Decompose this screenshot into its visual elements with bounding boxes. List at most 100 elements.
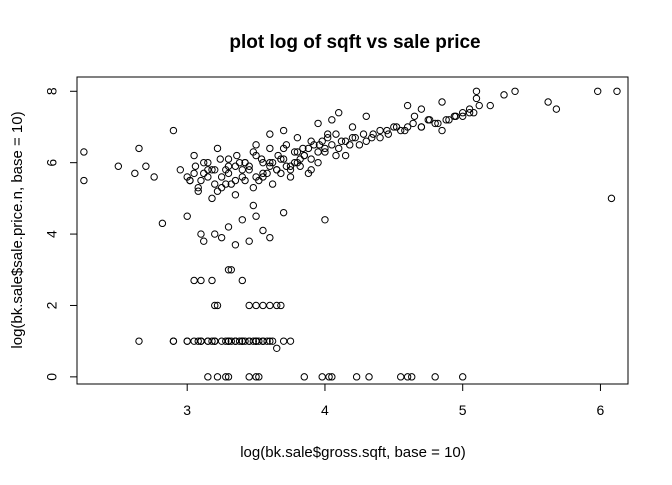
scatter-point [238,216,247,224]
scatter-point [263,337,271,345]
scatter-point [321,148,329,156]
scatter-point [191,162,200,170]
scatter-point [135,337,143,345]
x-tick-label: 4 [321,402,329,418]
scatter-point [351,133,359,142]
scatter-point [204,173,212,181]
scatter-point [252,173,260,181]
scatter-point [259,169,267,178]
scatter-point [252,212,260,220]
scatter-point [252,301,260,310]
scatter-point [158,219,167,228]
scatter-point [277,301,285,310]
scatter-point [293,158,302,167]
scatter-point [459,109,467,117]
scatter-point [227,337,235,345]
scatter-point [425,116,434,124]
scatter-point [274,151,282,160]
scatter-point [431,119,439,128]
scatter-point [607,194,616,203]
scatter-point [279,155,288,163]
scatter-point [459,112,467,120]
scatter-point [434,119,442,128]
scatter-point [486,101,494,110]
scatter-point [216,155,224,163]
scatter-point [282,141,291,149]
scatter-point [231,162,240,170]
scatter-point [511,87,519,95]
scatter-point [204,373,212,381]
scatter-point [307,137,315,145]
scatter-point [231,191,240,199]
scatter-point [249,337,258,345]
scatter-point [328,116,336,124]
scatter-point [194,337,202,345]
scatter-point [266,301,274,310]
scatter-point [321,216,329,224]
y-tick-label: 2 [44,301,60,309]
scatter-point [245,237,253,245]
scatter-point [197,230,205,238]
scatter-point [397,373,405,381]
scatter-point [409,119,417,128]
scatter-point [417,123,426,131]
scatter-point [213,144,222,153]
scatter-point [255,337,263,345]
scatter-point [176,166,185,174]
scatter-point [259,301,267,310]
scatter-point [197,276,205,285]
scatter-point [552,105,561,113]
scatter-point [241,176,249,185]
scatter-point [200,237,208,245]
scatter-point [222,337,230,345]
scatter-point [304,144,313,153]
scatter-point [459,373,467,381]
scatter-point [299,144,307,153]
scatter-point [472,94,481,103]
scatter-point [431,373,439,381]
scatter-point [314,148,322,156]
scatter-point [384,130,393,138]
scatter-point [169,126,178,135]
scatter-point [213,187,222,195]
scatter-point [213,301,222,310]
scatter-point [238,166,247,174]
scatter-point [231,176,240,185]
scatter-point [224,223,233,231]
scatter-point [403,101,412,110]
scatter-point [249,183,258,192]
scatter-point [200,169,208,178]
scatter-point [142,162,150,170]
scatter-point [321,144,329,153]
plot-frame [76,76,629,385]
scatter-point [304,169,313,178]
scatter-point [376,133,384,142]
scatter-point [376,126,384,135]
x-axis-label: log(bk.sale$gross.sqft, base = 10) [240,444,466,461]
scatter-point [150,173,158,181]
scatter-point [190,169,198,178]
scatter-point [268,158,277,167]
scatter-point [273,301,281,310]
scatter-point [332,151,340,160]
scatter-point [368,133,376,142]
scatter-point [135,144,143,153]
scatter-point [255,373,263,381]
scatter-point [286,173,295,181]
scatter-point [200,158,208,167]
scatter-point [266,130,274,138]
scatter-point [238,276,247,285]
scatter-point [252,373,260,381]
scatter-point [500,91,508,99]
scatter-point [365,373,373,381]
scatter-point [315,141,324,149]
scatter-point [438,126,446,135]
scatter-point [369,130,377,138]
scatter-point [290,148,299,156]
scatter-point [190,151,198,160]
scatter-point [472,87,481,95]
scatter-point [335,144,343,153]
scatter-point [279,126,288,135]
